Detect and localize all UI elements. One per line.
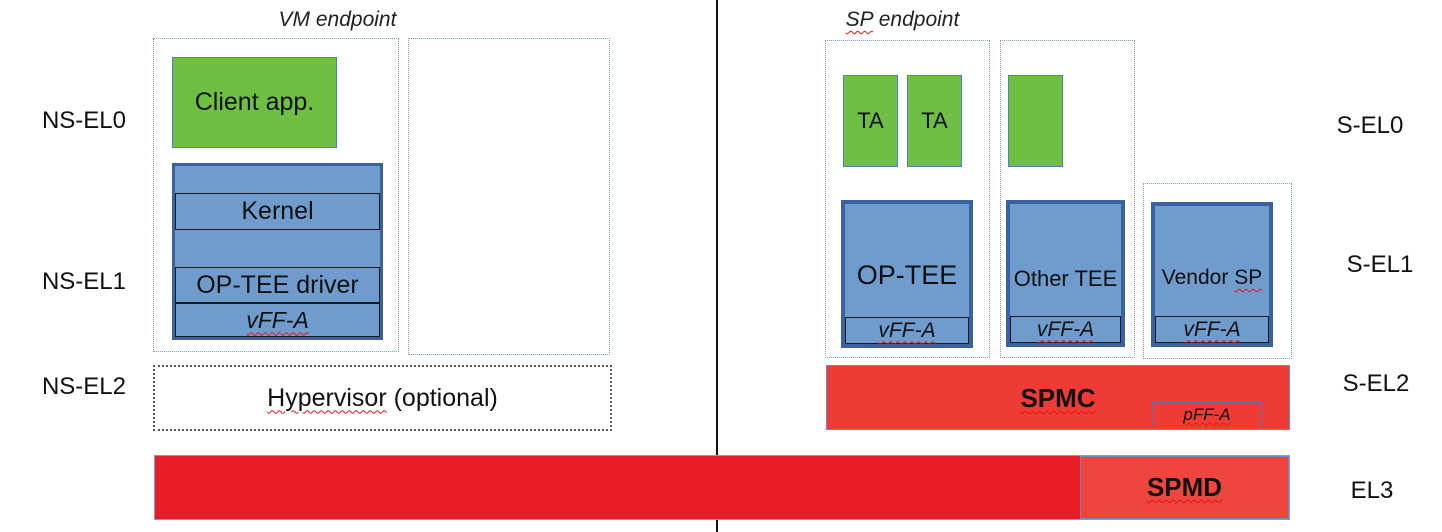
kernel-stack-box: Kernel OP-TEE driver vFF-A <box>172 163 383 340</box>
vendor-sp-label: Vendor SP <box>1155 266 1269 290</box>
spmc-label: SPMC <box>1020 383 1096 413</box>
ta-box-1: TA <box>843 75 898 167</box>
spmc-box: SPMC pFF-A <box>826 365 1290 430</box>
vm-endpoint-title: VM endpoint <box>278 8 397 31</box>
pffa-label: pFF-A <box>1183 405 1231 424</box>
pffa-box: pFF-A <box>1152 402 1262 428</box>
level-label-ns-el2: NS-EL2 <box>41 373 127 400</box>
vendor-sp-box: Vendor SP vFF-A <box>1151 202 1273 347</box>
app-box-unlabeled <box>1008 75 1063 167</box>
spmd-box: SPMD <box>1080 456 1289 519</box>
vendor-sp-label-word: Vendor <box>1161 266 1235 289</box>
kernel-band: Kernel <box>175 193 380 230</box>
sp-endpoint-title: SP endpoint <box>815 8 990 32</box>
sp-container-other-tee <box>1000 40 1135 358</box>
other-tee-vffa-band: vFF-A <box>1010 316 1121 343</box>
other-tee-vffa-label: vFF-A <box>1036 317 1095 341</box>
hypervisor-optional-label: (optional) <box>386 383 498 412</box>
vendor-sp-label-sp: SP <box>1234 266 1263 289</box>
other-tee-box: Other TEE vFF-A <box>1006 200 1125 347</box>
optee-box: OP-TEE vFF-A <box>841 200 973 348</box>
hypervisor-box: Hypervisor (optional) <box>153 365 612 431</box>
el3-bar: SPMD <box>154 455 1290 520</box>
kernel-vffa-label: vFF-A <box>246 306 309 333</box>
level-label-ns-el0: NS-EL0 <box>41 107 127 134</box>
level-label-s-el1: S-EL1 <box>1346 251 1414 278</box>
level-label-s-el0: S-EL0 <box>1336 112 1404 139</box>
spmd-label: SPMD <box>1146 472 1223 502</box>
vm-endpoint-box <box>153 38 399 352</box>
vendor-sp-vffa-band: vFF-A <box>1155 316 1269 343</box>
vm-endpoint-empty-box <box>408 38 610 355</box>
other-tee-label: Other TEE <box>1013 266 1118 291</box>
sp-container-vendor-sp <box>1143 183 1292 359</box>
hypervisor-label: Hypervisor <box>267 383 387 412</box>
sp-endpoint-title-sp: SP <box>845 8 873 31</box>
optee-driver-band: OP-TEE driver <box>175 267 380 303</box>
optee-label: OP-TEE <box>856 260 958 290</box>
vendor-sp-vffa-label: vFF-A <box>1183 317 1241 341</box>
kernel-vffa-band: vFF-A <box>175 303 380 337</box>
sp-endpoint-title-rest: endpoint <box>872 8 960 31</box>
level-label-el3: EL3 <box>1350 477 1394 504</box>
level-label-s-el2: S-EL2 <box>1342 370 1410 397</box>
optee-vffa-band: vFF-A <box>845 317 969 344</box>
client-app-box: Client app. <box>172 57 337 148</box>
level-label-ns-el1: NS-EL1 <box>41 268 127 295</box>
world-divider-line <box>716 0 718 532</box>
optee-vffa-label: vFF-A <box>878 318 936 342</box>
sp-container-optee <box>825 40 990 358</box>
ta-box-2: TA <box>907 75 962 167</box>
